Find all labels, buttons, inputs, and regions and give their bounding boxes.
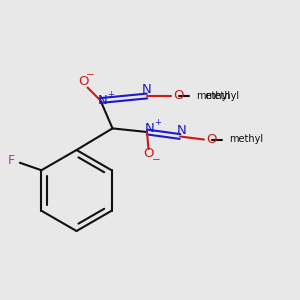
Text: O: O — [173, 89, 183, 103]
Text: methyl: methyl — [230, 134, 264, 145]
Text: −: − — [152, 155, 160, 165]
Text: methyl: methyl — [206, 91, 240, 101]
Text: N: N — [142, 83, 152, 97]
Text: F: F — [7, 154, 14, 167]
Text: O: O — [78, 75, 88, 88]
Text: methyl: methyl — [196, 91, 231, 101]
Text: O: O — [143, 147, 154, 160]
Text: N: N — [177, 124, 186, 137]
Text: +: + — [108, 90, 114, 99]
Text: −: − — [86, 70, 95, 80]
Text: O: O — [206, 133, 216, 146]
Text: N: N — [98, 94, 108, 107]
Text: N: N — [145, 122, 154, 136]
Text: +: + — [154, 118, 161, 127]
